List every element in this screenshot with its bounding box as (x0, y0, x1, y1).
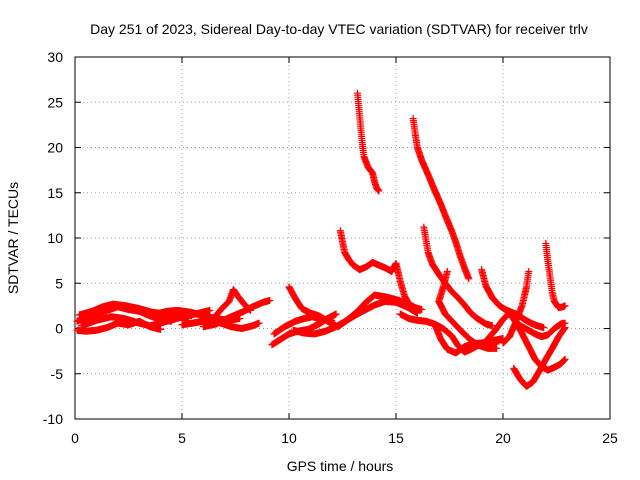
x-tick-label: 25 (602, 430, 618, 446)
series-track-t (435, 267, 501, 352)
data-point (560, 356, 568, 364)
y-tick-labels: -10 -5 0 5 10 15 20 25 30 (43, 49, 63, 427)
series-track-h (206, 314, 263, 332)
series-track-q (420, 223, 496, 330)
data-point (418, 305, 426, 313)
series-track-o (353, 89, 383, 195)
data-point (206, 306, 214, 314)
data-point (525, 267, 533, 275)
data-point (375, 187, 383, 195)
data-point (560, 357, 568, 365)
data-point (332, 310, 340, 318)
x-tick-label: 10 (281, 430, 297, 446)
y-axis-label: SDTVAR / TECUs (5, 182, 21, 294)
y-tick-label: 5 (55, 275, 63, 291)
y-tick-label: -5 (51, 366, 64, 382)
y-tick-label: -10 (43, 411, 63, 427)
series-track-z (542, 239, 569, 312)
data-point (465, 275, 473, 283)
y-tick-label: 25 (47, 94, 63, 110)
data-point (540, 324, 548, 332)
data-points (73, 89, 569, 390)
x-tick-label: 15 (388, 430, 404, 446)
x-axis-label: GPS time / hours (287, 458, 394, 474)
data-point (561, 319, 569, 327)
y-tick-label: 20 (47, 140, 63, 156)
data-point (561, 355, 569, 363)
data-point (561, 302, 569, 310)
data-point (493, 344, 501, 352)
x-tick-label: 5 (178, 430, 186, 446)
y-tick-label: 0 (55, 321, 63, 337)
grid (75, 57, 610, 419)
x-tick-label: 0 (71, 430, 79, 446)
data-point (255, 319, 263, 327)
y-tick-label: 15 (47, 185, 63, 201)
x-tick-labels: 0 5 10 15 20 25 (71, 430, 618, 446)
series-track-p (409, 115, 473, 283)
series-track-x (510, 324, 569, 390)
series-track-m (334, 291, 411, 331)
data-point (157, 325, 165, 333)
data-point (367, 167, 375, 175)
data-point (266, 296, 274, 304)
x-tick-label: 20 (495, 430, 511, 446)
axis-ticks (74, 56, 611, 420)
y-tick-label: 10 (47, 230, 63, 246)
series-track-n (336, 227, 426, 313)
chart-title: Day 251 of 2023, Sidereal Day-to-day VTE… (90, 21, 588, 37)
series-track-y (512, 319, 569, 341)
y-tick-label: 30 (47, 49, 63, 65)
